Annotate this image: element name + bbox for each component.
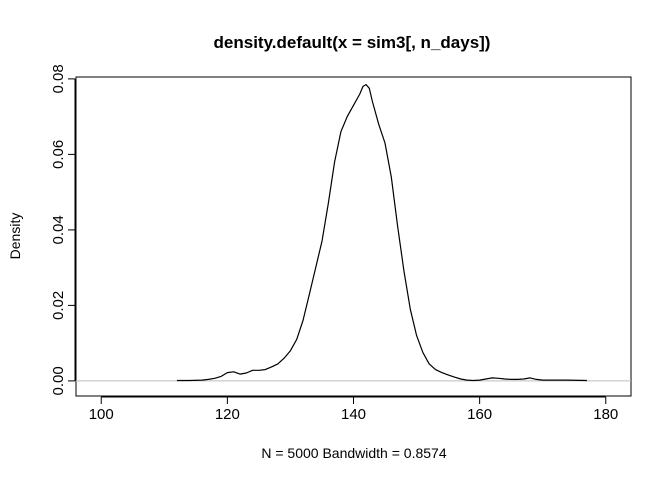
- x-tick-label: 100: [89, 406, 114, 423]
- x-tick-label: 140: [341, 406, 366, 423]
- x-axis-label: N = 5000 Bandwidth = 0.8574: [261, 445, 446, 461]
- y-tick-label: 0.02: [50, 291, 67, 320]
- x-axis: 100 120 140 160 180: [89, 396, 618, 423]
- y-tick-label: 0.06: [50, 140, 67, 169]
- y-axis-label: Density: [7, 213, 23, 260]
- x-tick-label: 160: [467, 406, 492, 423]
- y-tick-label: 0.04: [50, 215, 67, 244]
- density-curve: [176, 83, 587, 382]
- y-tick-label: 0.08: [50, 64, 67, 93]
- plot-frame: [75, 76, 632, 397]
- x-tick-label: 180: [593, 406, 618, 423]
- y-tick-label: 0.00: [50, 366, 67, 395]
- plot-area: [76, 83, 631, 382]
- x-tick-label: 120: [215, 406, 240, 423]
- chart-title: density.default(x = sim3[, n_days]): [214, 33, 491, 52]
- y-axis: 0.00 0.02 0.04 0.06 0.08: [50, 64, 76, 396]
